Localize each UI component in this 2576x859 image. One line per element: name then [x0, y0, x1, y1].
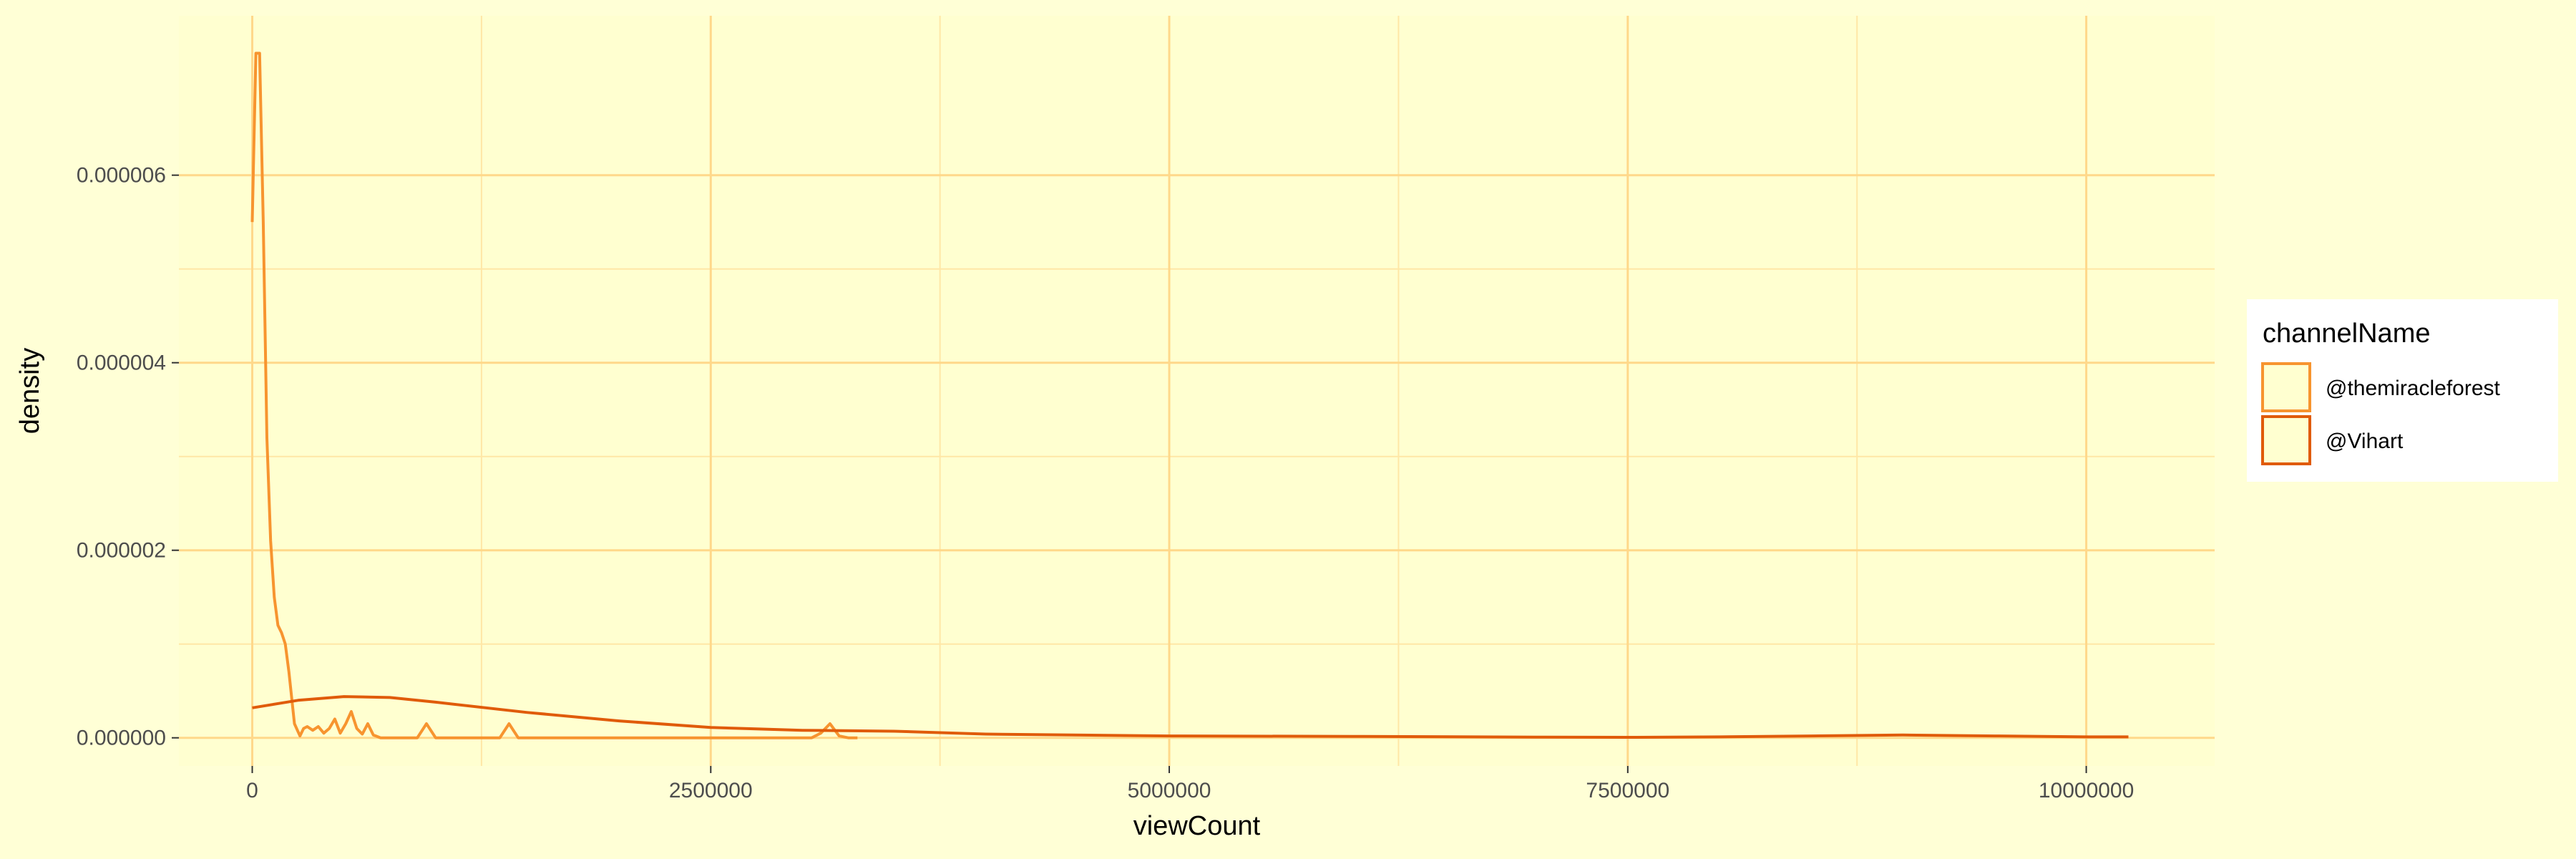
plot-panel	[179, 16, 2215, 766]
series-line-1	[252, 695, 2129, 739]
grid-lines	[179, 16, 2215, 766]
x-tick-label: 5000000	[1128, 779, 1211, 802]
x-tick-label: 10000000	[2039, 779, 2134, 802]
legend-title: channelName	[2263, 319, 2430, 349]
x-tick-label: 0	[246, 779, 258, 802]
legend-label-1: @Vihart	[2326, 430, 2404, 453]
legend-items: @themiracleforest @Vihart	[2261, 362, 2501, 465]
series-layer	[250, 52, 2129, 739]
x-tick-label: 2500000	[669, 779, 753, 802]
y-axis-title: density	[15, 348, 45, 434]
y-tick-label: 0.000000	[77, 727, 166, 750]
legend-label-0: @themiracleforest	[2326, 377, 2501, 400]
y-tick-label: 0.000006	[77, 164, 166, 188]
y-tick-label: 0.000002	[77, 539, 166, 563]
series-line-0	[250, 52, 858, 739]
legend: channelName @themiracleforest @Vihart	[2247, 299, 2558, 482]
x-axis-title: viewCount	[1133, 811, 1261, 841]
y-tick-label: 0.000004	[77, 351, 166, 375]
legend-key-1	[2261, 415, 2311, 465]
legend-key-0	[2261, 362, 2311, 412]
x-tick-label: 7500000	[1586, 779, 1669, 802]
axes: 0 2500000 5000000 7500000 10000000 0.000000 0.…	[77, 164, 2134, 802]
